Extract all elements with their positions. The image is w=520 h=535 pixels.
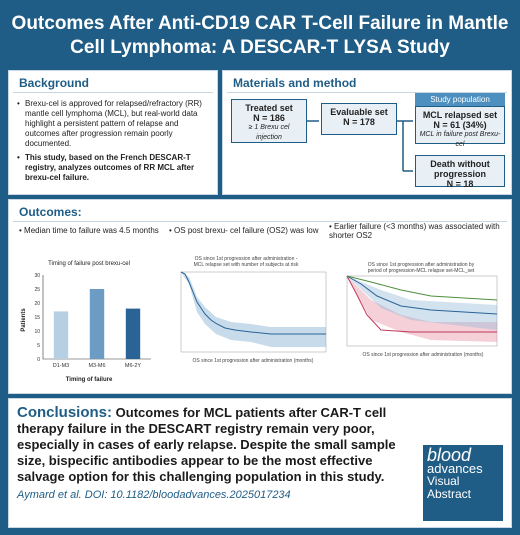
bar-ytick: 20 [34,301,40,307]
km1-title: OS since 1st progression after administr… [195,256,298,262]
outcomes-heading: Outcomes: [13,200,507,222]
page-title: Outcomes After Anti-CD19 CAR T-Cell Fail… [11,13,509,58]
bar-M3-M6 [89,289,105,359]
bar-xtick: M3-M6 [88,363,105,369]
conclusions-panel: Conclusions: Outcomes for MCL patients a… [8,398,512,528]
treated-set-box: Treated set N = 186 ≥ 1 Brexu cel inject… [231,99,307,143]
journal-logo: blood advances Visual Abstract [423,445,503,521]
mcl-relapsed-box: MCL relapsed set N = 61 (34%) MCL in fai… [415,106,505,148]
bar-xtick: D1-M3 [53,363,70,369]
outcomes-panel: Outcomes: Median time to failure was 4.5… [8,199,512,394]
background-heading: Background [13,71,213,93]
bar-axis [42,275,151,360]
bar-ytick: 25 [34,287,40,293]
background-bullet-1: Brexu-cel is approved for relapsed/refra… [17,99,209,149]
background-panel: Background Brexu-cel is approved for rel… [8,70,218,195]
flow-arrows [307,120,413,172]
citation: Aymard et al. DOI: 10.1182/bloodadvances… [17,489,291,501]
methods-panel: Materials and method Treated set N = 186… [222,70,512,195]
bar-chart-title: Timing of failure post brexu-cel [48,261,130,267]
evaluable-set-box: Evaluable set N = 178 [321,103,397,135]
bar-ytick: 15 [34,315,40,321]
bar-ytick: 30 [34,273,40,279]
study-population-label: Study population [415,93,505,106]
svg-text:OS since 1st progression after: OS since 1st progression after administr… [193,358,314,364]
outcome-bullet-3: Earlier failure (<3 months) was associat… [329,222,507,240]
conclusions-text: Conclusions: Outcomes for MCL patients a… [17,404,396,485]
bar-chart: Timing of failure post brexu-cel 0 5 10 15 2… [21,261,151,383]
bar-D1-M3 [53,311,69,359]
methods-heading: Materials and method [227,71,507,93]
bar-ytick: 5 [37,343,40,349]
bar-ylabel: Patients [21,308,27,332]
death-box: Death without progression N = 18 [415,155,505,189]
bar-xlabel: Timing of failure [66,377,113,383]
outcome-bullet-1: Median time to failure was 4.5 months [19,226,169,235]
svg-text:MCL relapse set with number of: MCL relapse set with number of subjects … [194,262,299,268]
km-plot-by-period: OS since 1st progression after administr… [346,262,498,358]
bar-ytick: 10 [34,329,40,335]
svg-text:period of progression-MCL rela: period of progression-MCL relapse set-MC… [368,268,475,274]
km-plot-os2: OS since 1st progression after administr… [180,256,327,364]
background-bullet-2: This study, based on the French DESCAR-T… [17,153,209,183]
svg-text:OS since 1st progression after: OS since 1st progression after administr… [368,262,475,268]
outcome-bullet-2: OS post brexu- cel failure (OS2) was low [169,226,329,235]
bar-ytick: 0 [37,357,40,363]
bar-M6-2Y [125,308,141,359]
svg-text:OS since 1st progression after: OS since 1st progression after administr… [363,352,484,358]
bar-xtick: M6-2Y [125,363,142,369]
